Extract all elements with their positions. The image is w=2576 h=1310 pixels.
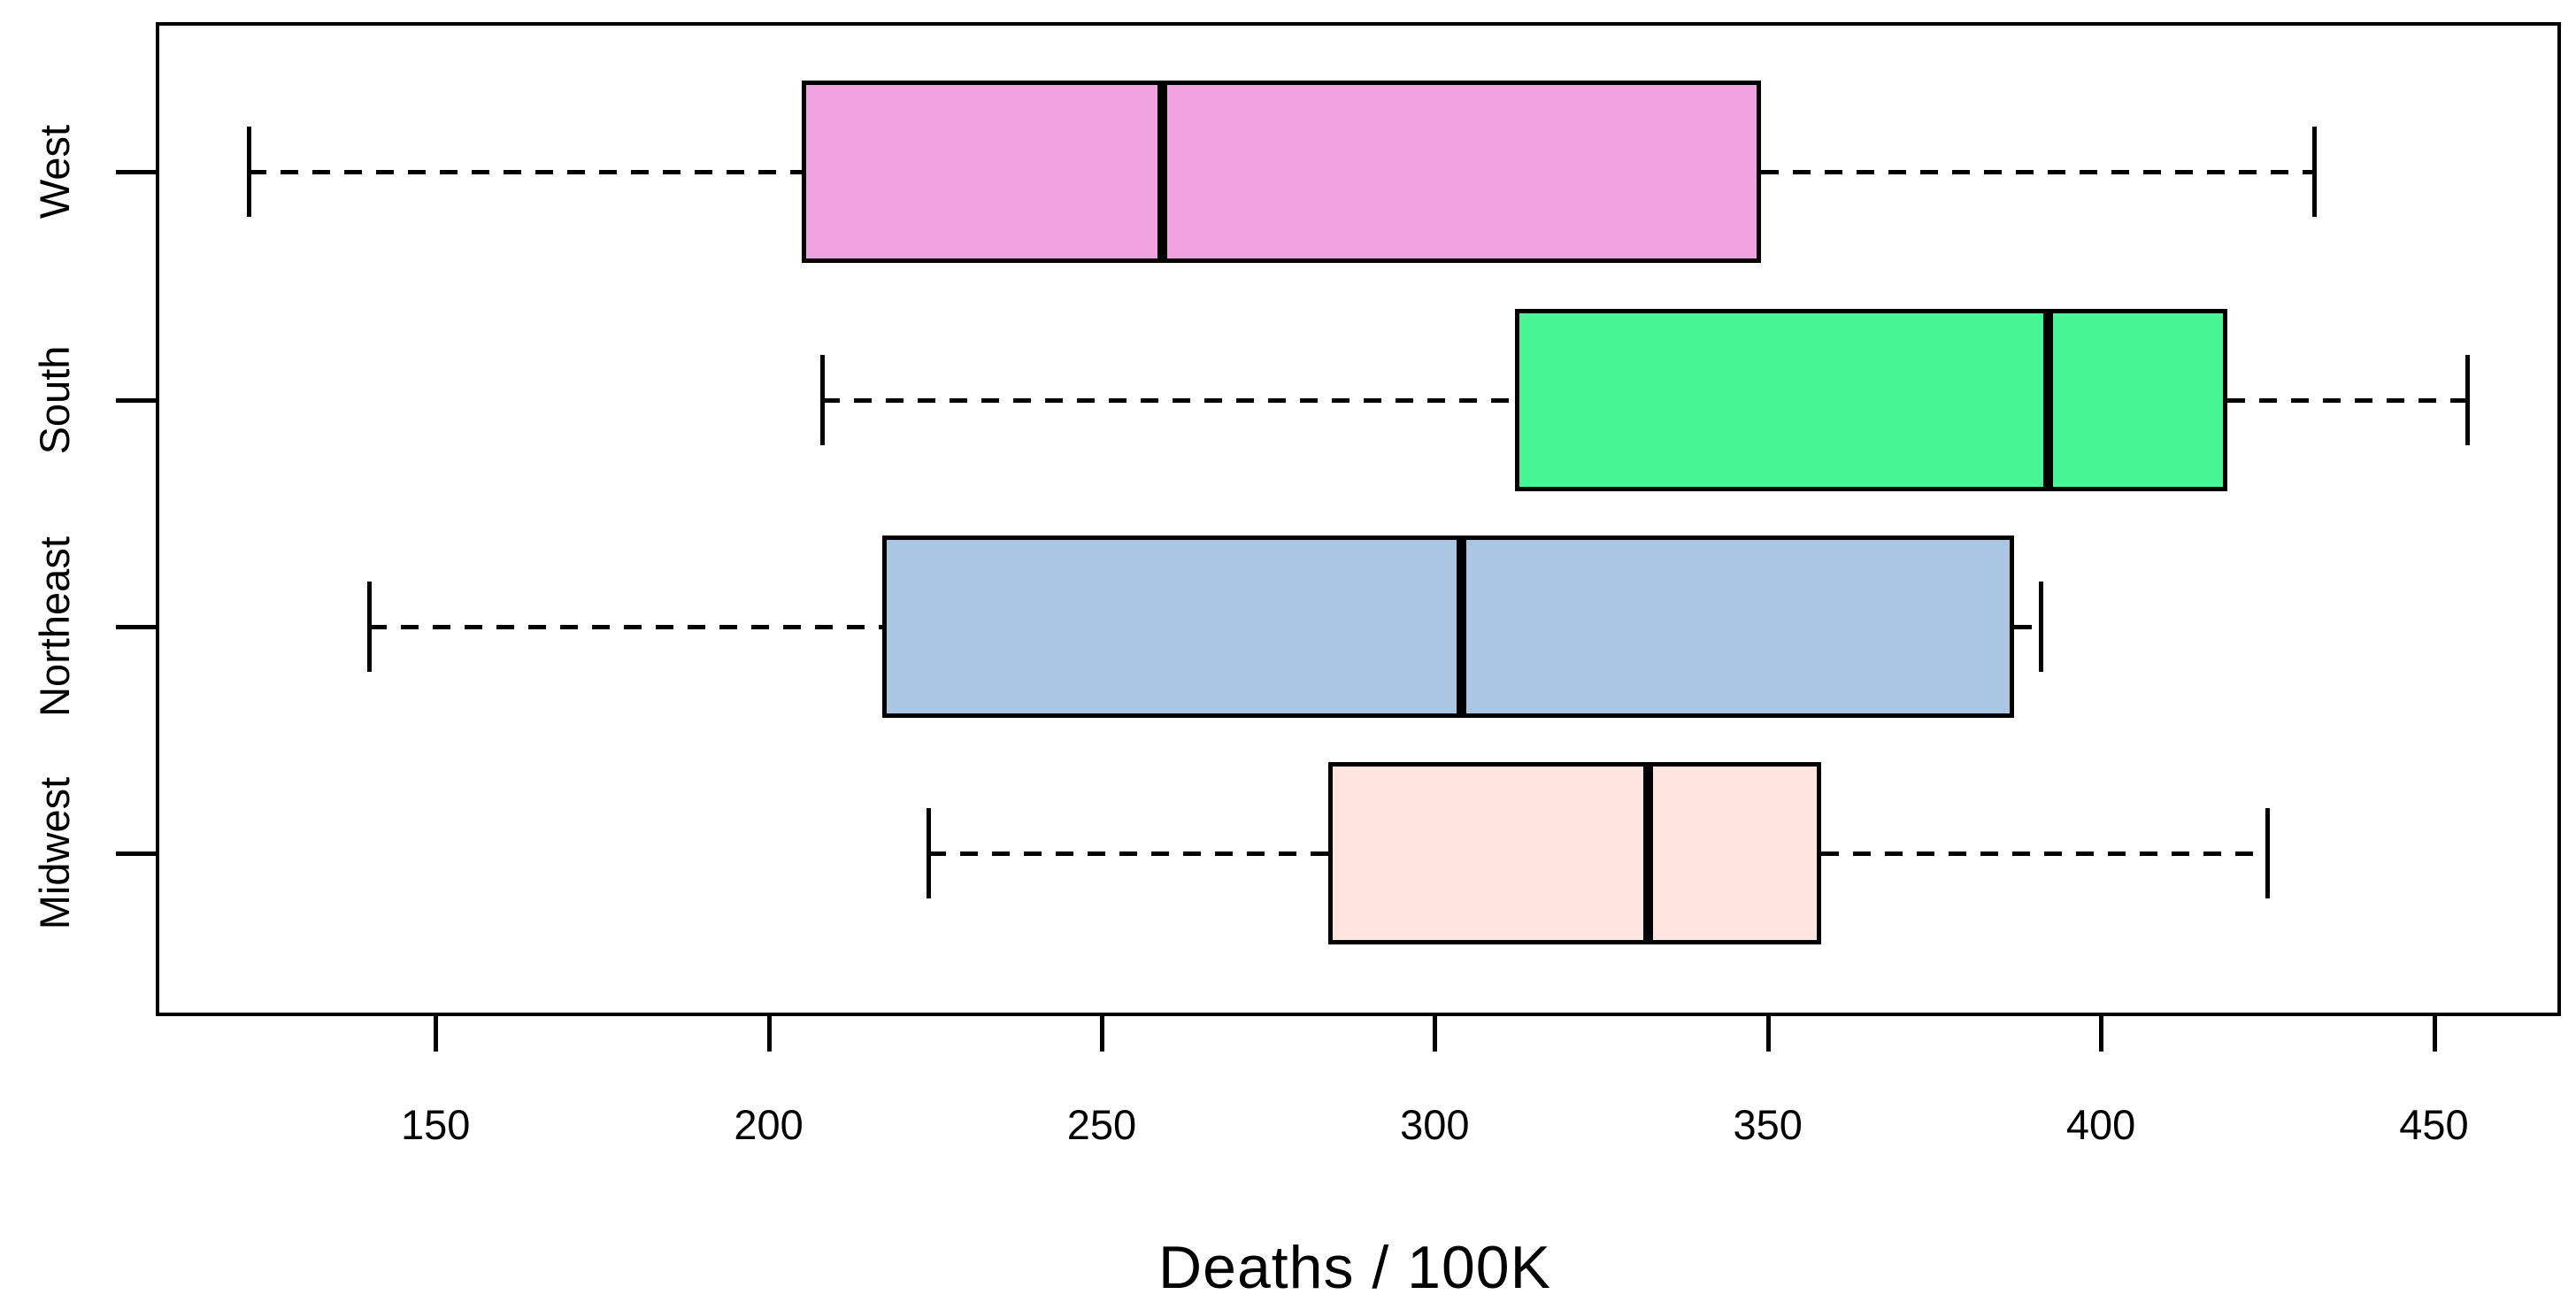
x-tick [2432,1013,2437,1052]
median-line [1457,536,1467,718]
x-tick [434,1013,439,1052]
whisker-cap-high [2465,355,2471,445]
x-tick-label: 300 [1400,1101,1470,1148]
whisker-cap-low [247,127,252,217]
y-tick-label-midwest: Midwest [31,776,78,930]
iqr-box [1327,762,1821,944]
whisker-cap-high [2312,127,2317,217]
iqr-box [802,81,1762,263]
x-axis-title: Deaths / 100K [1158,1234,1551,1301]
y-tick [116,170,156,174]
x-tick-label: 200 [734,1101,804,1148]
x-tick [1099,1013,1104,1052]
whisker-line-low [368,625,882,629]
whisker-line-high [2014,625,2042,629]
x-tick-label: 250 [1066,1101,1137,1148]
x-tick-label: 400 [2065,1101,2136,1148]
whisker-line-high [1761,170,2314,174]
iqr-box [1514,309,2228,491]
x-tick-label: 450 [2399,1101,2469,1148]
whisker-cap-high [2265,808,2271,898]
whisker-cap-low [927,808,932,898]
y-tick [116,852,156,856]
median-line [2042,309,2053,491]
x-tick-label: 150 [400,1101,471,1148]
y-tick [116,398,156,403]
median-line [1643,762,1654,944]
median-line [1157,81,1167,263]
whisker-line-high [1820,852,2268,856]
whisker-cap-low [366,582,372,672]
whisker-line-low [821,398,1515,403]
whisker-line-low [928,852,1328,856]
x-tick [1765,1013,1771,1052]
whisker-line-low [249,170,803,174]
y-tick [116,625,156,629]
x-tick [2099,1013,2104,1052]
whisker-line-high [2227,398,2468,403]
whisker-cap-high [2039,582,2044,672]
iqr-box [881,536,2015,718]
x-tick [766,1013,772,1052]
whisker-cap-low [819,355,825,445]
x-tick [1433,1013,1438,1052]
x-tick-label: 350 [1733,1101,1803,1148]
